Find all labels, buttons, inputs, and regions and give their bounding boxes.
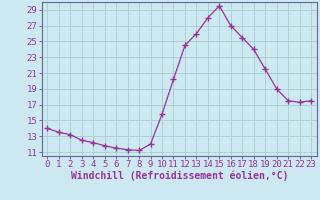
X-axis label: Windchill (Refroidissement éolien,°C): Windchill (Refroidissement éolien,°C) xyxy=(70,171,288,181)
